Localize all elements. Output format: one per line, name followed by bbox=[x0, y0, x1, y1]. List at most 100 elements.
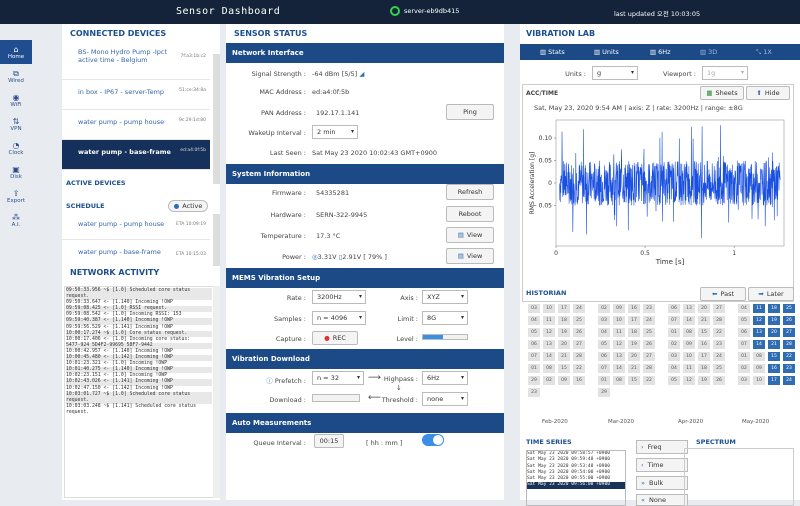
calendar-day[interactable]: 22 bbox=[783, 352, 795, 361]
calendar-day[interactable]: 21 bbox=[768, 340, 780, 349]
active-button[interactable]: ● Active bbox=[168, 200, 208, 212]
calendar-day[interactable]: 19 bbox=[698, 376, 710, 385]
calendar-day[interactable]: 20 bbox=[698, 304, 710, 313]
calendar-day[interactable]: 12 bbox=[683, 376, 695, 385]
nav-clock[interactable]: ◔ Clock bbox=[8, 140, 24, 156]
time-series-item[interactable]: Sat May 23 2020 09:55:00 +0900 bbox=[527, 476, 610, 482]
calendar-day[interactable]: 01 bbox=[668, 328, 680, 337]
calendar-day[interactable]: 17 bbox=[558, 304, 570, 313]
time-series-item[interactable]: Sat May 23 2020 09:59:48 +0900 bbox=[527, 457, 610, 463]
tab-6hz[interactable]: ▥ 6Hz bbox=[650, 48, 671, 56]
calendar-day[interactable]: 08 bbox=[543, 364, 555, 373]
nav-wifi[interactable]: ◉ WiFi bbox=[10, 92, 22, 108]
time-series-list[interactable]: Sat May 23 2020 09:58:57 +0900 Sat May 23… bbox=[526, 450, 626, 506]
calendar-day[interactable]: 01 bbox=[598, 376, 610, 385]
calendar-day[interactable]: 17 bbox=[628, 316, 640, 325]
calendar-day[interactable]: 29 bbox=[528, 376, 540, 385]
calendar-day[interactable]: 15 bbox=[768, 352, 780, 361]
calendar-day[interactable]: 11 bbox=[753, 304, 765, 313]
calendar-day[interactable]: 12 bbox=[613, 340, 625, 349]
calendar-day[interactable]: 04 bbox=[738, 304, 750, 313]
calendar-day[interactable]: 18 bbox=[628, 328, 640, 337]
highpass-select[interactable]: 6Hz bbox=[422, 371, 468, 385]
calendar-day[interactable]: 10 bbox=[753, 376, 765, 385]
units-select[interactable]: g bbox=[592, 66, 638, 80]
calendar-day[interactable]: 16 bbox=[573, 376, 585, 385]
calendar-day[interactable]: 28 bbox=[713, 316, 725, 325]
tab-stats[interactable]: ▥ Stats bbox=[540, 48, 565, 56]
calendar-day[interactable]: 26 bbox=[643, 340, 655, 349]
calendar-day[interactable]: 05 bbox=[598, 340, 610, 349]
calendar-day[interactable]: 15 bbox=[558, 364, 570, 373]
calendar-day[interactable]: 27 bbox=[713, 304, 725, 313]
calendar-day[interactable]: 06 bbox=[528, 340, 540, 349]
calendar-day[interactable]: 07 bbox=[598, 364, 610, 373]
axis-select[interactable]: XYZ bbox=[422, 290, 468, 304]
device-item[interactable]: BS- Mono Hydro Pump -Ipct active time - … bbox=[62, 46, 210, 80]
calendar-day[interactable]: 05 bbox=[738, 316, 750, 325]
devices-scrollbar[interactable] bbox=[213, 54, 220, 184]
temperature-view-button[interactable]: ▤ View bbox=[446, 227, 494, 243]
calendar-day[interactable]: 14 bbox=[613, 364, 625, 373]
calendar-day[interactable]: 21 bbox=[698, 316, 710, 325]
ping-button[interactable]: Ping bbox=[446, 104, 494, 120]
refresh-button[interactable]: Refresh bbox=[446, 184, 494, 200]
calendar-day[interactable]: 03 bbox=[528, 304, 540, 313]
calendar-day[interactable]: 20 bbox=[628, 352, 640, 361]
nav-export[interactable]: ⇪ Export bbox=[6, 188, 25, 204]
power-view-button[interactable]: ▤ View bbox=[446, 248, 494, 264]
calendar-day[interactable]: 20 bbox=[768, 328, 780, 337]
calendar-day[interactable]: 01 bbox=[528, 364, 540, 373]
calendar-day[interactable]: 21 bbox=[628, 364, 640, 373]
rec-button[interactable]: ● REC bbox=[312, 331, 358, 345]
calendar-day[interactable]: 01 bbox=[738, 352, 750, 361]
calendar-day[interactable]: 27 bbox=[573, 340, 585, 349]
prefetch-select[interactable]: n = 32 bbox=[312, 371, 364, 385]
bulk-button[interactable]: » Bulk bbox=[636, 476, 688, 490]
nav-disk[interactable]: ▣ Disk bbox=[10, 164, 22, 180]
calendar-day[interactable]: 09 bbox=[683, 340, 695, 349]
nav-vpn[interactable]: ⇅ VPN bbox=[10, 116, 22, 132]
calendar-day[interactable]: 04 bbox=[668, 364, 680, 373]
calendar-day[interactable]: 18 bbox=[698, 364, 710, 373]
rate-select[interactable]: 3200Hz bbox=[312, 290, 366, 304]
calendar-day[interactable]: 12 bbox=[753, 316, 765, 325]
calendar-day[interactable]: 15 bbox=[698, 328, 710, 337]
calendar-day[interactable]: 25 bbox=[713, 364, 725, 373]
calendar-day[interactable]: 17 bbox=[768, 376, 780, 385]
calendar-day[interactable]: 27 bbox=[783, 328, 795, 337]
calendar-day[interactable]: 02 bbox=[543, 376, 555, 385]
calendar-day[interactable]: 23 bbox=[783, 364, 795, 373]
calendar-day[interactable]: 03 bbox=[668, 352, 680, 361]
calendar-day[interactable]: 09 bbox=[753, 364, 765, 373]
wakeup-select[interactable]: 2 min bbox=[312, 125, 358, 139]
calendar-day[interactable]: 08 bbox=[613, 376, 625, 385]
samples-select[interactable]: n = 4096 bbox=[312, 311, 366, 325]
calendar-day[interactable]: 29 bbox=[598, 388, 610, 397]
calendar-day[interactable]: 10 bbox=[543, 304, 555, 313]
calendar-day[interactable]: 13 bbox=[613, 352, 625, 361]
calendar-day[interactable]: 03 bbox=[598, 316, 610, 325]
calendar-day[interactable]: 23 bbox=[528, 388, 540, 397]
calendar-day[interactable]: 14 bbox=[753, 340, 765, 349]
calendar-day[interactable]: 18 bbox=[558, 316, 570, 325]
calendar-day[interactable]: 28 bbox=[783, 340, 795, 349]
sheets-button[interactable]: ▦ Sheets bbox=[700, 86, 744, 100]
tab-3d[interactable]: ▥ 3D bbox=[700, 48, 718, 56]
calendar-day[interactable]: 09 bbox=[613, 304, 625, 313]
calendar-day[interactable]: 24 bbox=[713, 352, 725, 361]
calendar-day[interactable]: 08 bbox=[683, 328, 695, 337]
device-item[interactable]: water pump - pump house 9c:29:1d:80 bbox=[62, 110, 210, 140]
device-item[interactable]: in box - IP67 - server-Temp 51:ce:34:8a bbox=[62, 80, 210, 110]
calendar-day[interactable]: 06 bbox=[598, 352, 610, 361]
calendar-day[interactable]: 19 bbox=[628, 340, 640, 349]
calendar-day[interactable]: 10 bbox=[683, 352, 695, 361]
calendar-day[interactable]: 15 bbox=[628, 376, 640, 385]
calendar-day[interactable]: 13 bbox=[543, 340, 555, 349]
calendar-day[interactable]: 08 bbox=[753, 352, 765, 361]
calendar-day[interactable]: 21 bbox=[558, 352, 570, 361]
calendar-day[interactable]: 12 bbox=[543, 328, 555, 337]
time-series-item[interactable]: Sat May 23 2020 09:56:00 +0900 bbox=[527, 482, 625, 489]
calendar-day[interactable]: 10 bbox=[613, 316, 625, 325]
threshold-select[interactable]: none bbox=[422, 392, 468, 406]
